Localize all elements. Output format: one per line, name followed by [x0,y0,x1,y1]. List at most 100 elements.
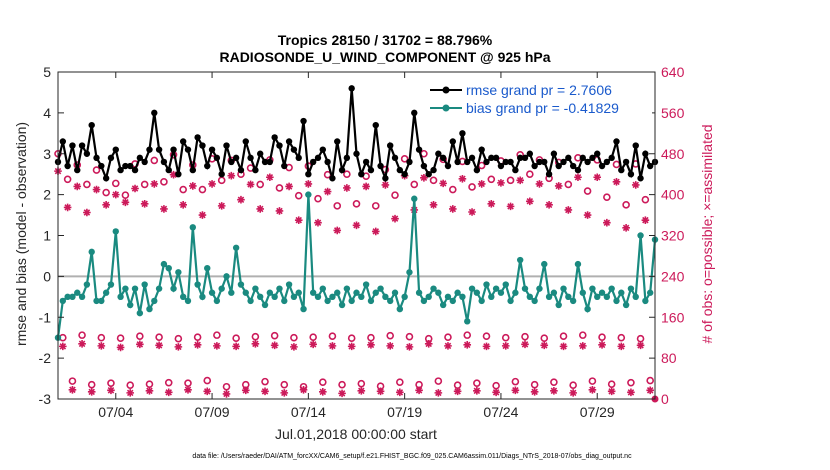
rmse-point [314,154,322,162]
bias-point [362,281,370,288]
rmse-point [637,175,644,182]
bias-point [285,281,293,288]
rmse-point [348,85,355,92]
obs-assimilated-marker [328,342,337,350]
bias-point [372,289,379,296]
obs-assimilated-marker [468,208,476,216]
obs-possible-marker [569,381,577,390]
obs-possible-marker [63,175,72,184]
obs-assimilated-marker [482,342,491,351]
rmse-point [478,146,485,153]
bias-point [324,297,331,305]
bias-point [199,293,206,301]
obs-possible-marker [179,185,187,194]
obs-assimilated-marker [208,180,216,188]
rmse-point [295,154,302,162]
rmse-point [257,150,264,157]
rmse-point [271,134,278,141]
rmse-point [208,146,216,153]
obs-assimilated-marker [222,390,231,398]
rmse-point [242,138,249,145]
bias-point [223,273,230,280]
y-tick-label-left: 0 [43,268,51,284]
obs-possible-marker [174,334,183,343]
obs-assimilated-marker [256,205,265,213]
rmse-point [536,158,543,166]
obs-assimilated-marker [270,341,279,350]
obs-possible-marker [107,379,115,387]
obs-assimilated-marker [554,182,563,190]
obs-possible-marker [198,185,207,194]
obs-possible-marker [598,333,606,341]
bias-point [353,289,360,296]
rmse-point [492,154,500,162]
obs-possible-marker [338,380,346,389]
obs-assimilated-marker [391,214,399,223]
rmse-point [329,175,336,182]
obs-assimilated-marker [179,201,187,209]
obs-possible-marker [343,170,351,178]
bias-point [632,293,639,301]
y-tick-label-right: 80 [661,350,677,366]
obs-possible-marker [636,334,645,343]
legend-box [440,78,652,118]
bias-point [74,289,81,296]
obs-possible-marker [506,176,515,185]
obs-assimilated-marker [241,386,250,395]
x-tick-label: 07/29 [580,404,615,420]
obs-possible-marker [352,200,361,208]
bias-point [334,289,341,296]
obs-possible-marker [256,180,265,189]
y-tick-label-left: -2 [39,350,52,366]
obs-possible-marker [160,178,168,186]
obs-assimilated-marker [631,181,640,189]
bias-point [127,301,134,309]
obs-assimilated-marker [588,386,597,394]
bias-point [102,289,110,296]
rmse-point [136,154,144,162]
rmse-point [632,142,639,149]
y-tick-label-right: 160 [661,309,685,325]
rmse-point [237,166,245,174]
obs-possible-marker [391,191,399,199]
rmse-point [396,166,404,174]
y-tick-label-left: 5 [43,64,51,80]
obs-assimilated-marker [246,180,255,189]
obs-assimilated-marker [415,386,423,395]
y-tick-label-right: 400 [661,187,685,203]
bias-point [319,285,326,292]
rmse-point [425,170,432,178]
rmse-point [146,146,153,153]
legend-bias-marker [442,104,450,112]
rmse-point [401,170,408,178]
rmse-point [189,166,197,174]
bias-point [555,301,562,309]
x-tick-label: 07/04 [98,404,133,420]
rmse-point [541,158,548,166]
bias-point [237,281,245,288]
bias-point [459,293,466,301]
bias-point [589,285,596,292]
bias-point [208,289,216,296]
rmse-point [464,158,471,166]
rmse-point [377,162,384,170]
obs-assimilated-marker [569,389,577,397]
rmse-point [131,166,139,174]
obs-assimilated-marker [487,200,496,208]
obs-possible-marker [184,379,192,387]
bias-point [574,260,582,268]
bias-point [541,260,548,268]
bias-point [420,297,428,305]
rmse-point [252,166,259,174]
rmse-point [555,162,562,170]
rmse-point [127,162,134,170]
bias-point [189,224,197,231]
rmse-point [488,154,495,162]
obs-assimilated-marker [140,200,149,208]
obs-assimilated-marker [583,211,592,219]
rmse-point [618,166,625,174]
rmse-point [83,150,91,157]
bias-point [536,285,543,292]
obs-assimilated-marker [429,201,438,209]
bias-point [415,289,423,296]
